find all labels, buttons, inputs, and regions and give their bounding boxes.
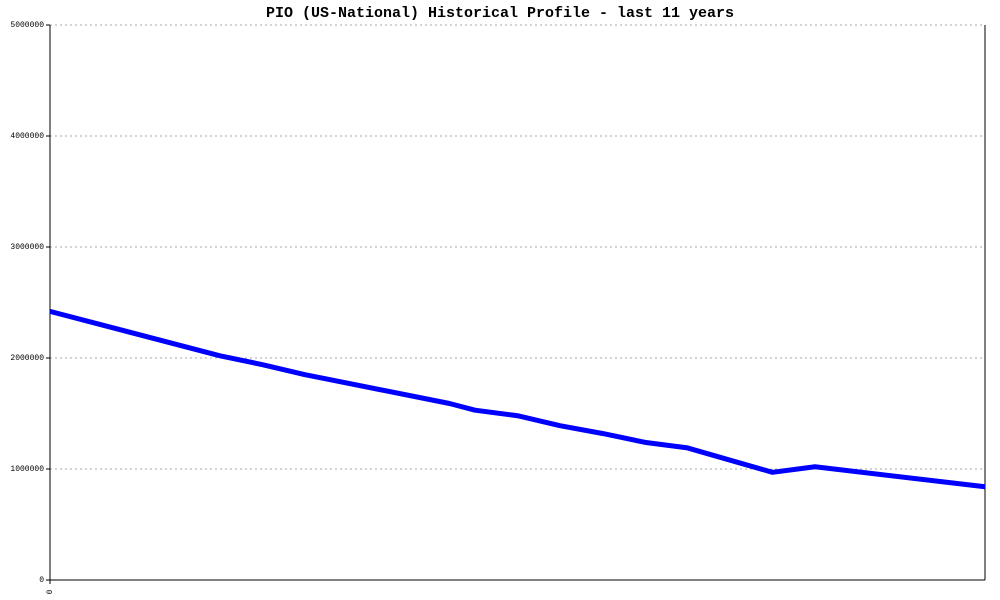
- data-line: [49, 308, 986, 490]
- y-tick-label: 4000000: [10, 132, 44, 141]
- chart-title: PIO (US-National) Historical Profile - l…: [266, 5, 734, 22]
- y-tick-label: 3000000: [10, 243, 44, 252]
- y-tick-label: 1000000: [10, 465, 44, 474]
- x-tick-label: 0: [46, 589, 55, 594]
- y-tick-label: 0: [39, 576, 44, 585]
- y-tick-label: 2000000: [10, 354, 44, 363]
- y-tick-label: 5000000: [10, 21, 44, 30]
